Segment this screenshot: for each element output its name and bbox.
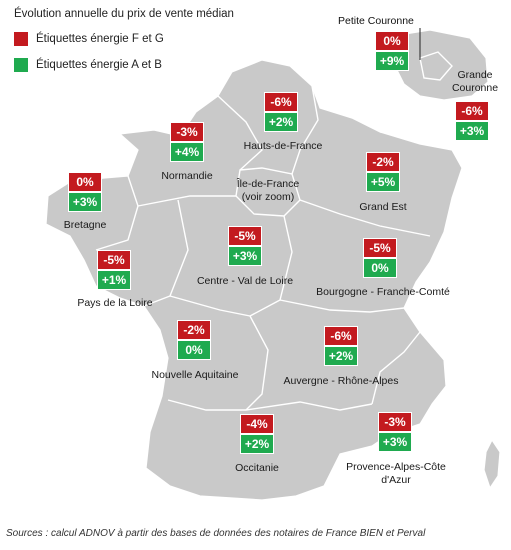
region-paca: -3% +3% xyxy=(378,412,412,452)
badge-fg: -4% xyxy=(240,414,274,434)
region-name-ile-de-france: Île-de-France (voir zoom) xyxy=(236,178,300,203)
region-hauts-de-france: -6% +2% xyxy=(264,92,298,132)
badge-ab: +9% xyxy=(375,51,409,71)
badge-ab: +3% xyxy=(455,121,489,141)
region-name-hauts-de-france: Hauts-de-France xyxy=(243,140,323,152)
border-pdl-centre xyxy=(143,199,189,307)
badge-ab: +1% xyxy=(97,270,131,290)
idf-zoom-shape xyxy=(391,29,489,101)
badge-fg: -3% xyxy=(378,412,412,432)
border-na-occ xyxy=(167,399,246,411)
region-name-normandie: Normandie xyxy=(161,170,213,182)
legend-label-fg: Étiquettes énergie F et G xyxy=(36,33,164,45)
badge-fg: -6% xyxy=(455,101,489,121)
region-normandie: -3% +4% xyxy=(170,122,204,162)
region-bretagne: 0% +3% xyxy=(68,172,102,212)
region-name-bretagne: Bretagne xyxy=(63,219,107,231)
border-ara-occ xyxy=(245,401,373,411)
border-bretagne-pdl xyxy=(95,175,139,251)
border-normandie-centre xyxy=(137,195,236,207)
badge-ab: +4% xyxy=(170,142,204,162)
badge-fg: -5% xyxy=(228,226,262,246)
border-na-centre xyxy=(169,295,251,317)
region-name-grande-couronne: Grande Couronne xyxy=(451,69,499,94)
badge-fg: -5% xyxy=(97,250,131,270)
legend-item-ab: Étiquettes énergie A et B xyxy=(14,56,162,74)
corsica xyxy=(483,439,501,489)
border-grandest-bfc xyxy=(299,199,431,237)
badge-ab: 0% xyxy=(177,340,211,360)
region-name-occitanie: Occitanie xyxy=(235,462,279,474)
badge-fg: -2% xyxy=(177,320,211,340)
badge-fg: -5% xyxy=(363,238,397,258)
badge-fg: 0% xyxy=(68,172,102,192)
region-name-paca: Provence-Alpes-Côte d'Azur xyxy=(346,461,446,486)
badge-fg: -6% xyxy=(264,92,298,112)
region-bourgogne-franche-comte: -5% 0% xyxy=(363,238,397,278)
border-idf-zoom xyxy=(419,51,453,81)
border-centre-bfc xyxy=(249,215,293,317)
region-centre-val-de-loire: -5% +3% xyxy=(228,226,262,266)
map-title: Évolution annuelle du prix de vente médi… xyxy=(14,8,234,20)
badge-fg: -6% xyxy=(324,326,358,346)
legend-item-fg: Étiquettes énergie F et G xyxy=(14,30,164,48)
region-nouvelle-aquitaine: -2% 0% xyxy=(177,320,211,360)
legend-swatch-red xyxy=(14,32,28,46)
legend-label-ab: Étiquettes énergie A et B xyxy=(36,59,162,71)
source-note: Sources : calcul ADNOV à partir des base… xyxy=(6,528,426,539)
region-petite-couronne: 0% +9% xyxy=(375,31,409,71)
legend-swatch-green xyxy=(14,58,28,72)
badge-ab: 0% xyxy=(363,258,397,278)
region-name-grand-est: Grand Est xyxy=(359,201,407,213)
badge-ab: +5% xyxy=(366,172,400,192)
badge-ab: +2% xyxy=(324,346,358,366)
region-name-pays-de-la-loire: Pays de la Loire xyxy=(77,297,153,309)
border-ara-paca xyxy=(371,331,421,405)
region-auvergne-rhone-alpes: -6% +2% xyxy=(324,326,358,366)
region-pays-de-la-loire: -5% +1% xyxy=(97,250,131,290)
region-occitanie: -4% +2% xyxy=(240,414,274,454)
badge-ab: +3% xyxy=(378,432,412,452)
border-normandie-hdf xyxy=(217,95,263,171)
badge-ab: +3% xyxy=(228,246,262,266)
border-hdf-grandest xyxy=(291,85,319,175)
border-na-ara xyxy=(245,315,269,411)
badge-fg: 0% xyxy=(375,31,409,51)
region-name-petite-couronne: Petite Couronne xyxy=(338,15,414,27)
badge-ab: +2% xyxy=(264,112,298,132)
region-name-auvergne-rhone-alpes: Auvergne - Rhône-Alpes xyxy=(283,375,399,387)
badge-fg: -2% xyxy=(366,152,400,172)
border-idf xyxy=(235,167,301,217)
badge-fg: -3% xyxy=(170,122,204,142)
region-name-centre-val-de-loire: Centre - Val de Loire xyxy=(196,275,294,287)
badge-ab: +2% xyxy=(240,434,274,454)
border-bfc-ara xyxy=(279,299,405,313)
region-name-nouvelle-aquitaine: Nouvelle Aquitaine xyxy=(151,369,239,381)
badge-ab: +3% xyxy=(68,192,102,212)
region-grand-est: -2% +5% xyxy=(366,152,400,192)
region-name-bourgogne-franche-comte: Bourgogne - Franche-Comté xyxy=(316,286,450,298)
region-grande-couronne: -6% +3% xyxy=(455,101,489,141)
